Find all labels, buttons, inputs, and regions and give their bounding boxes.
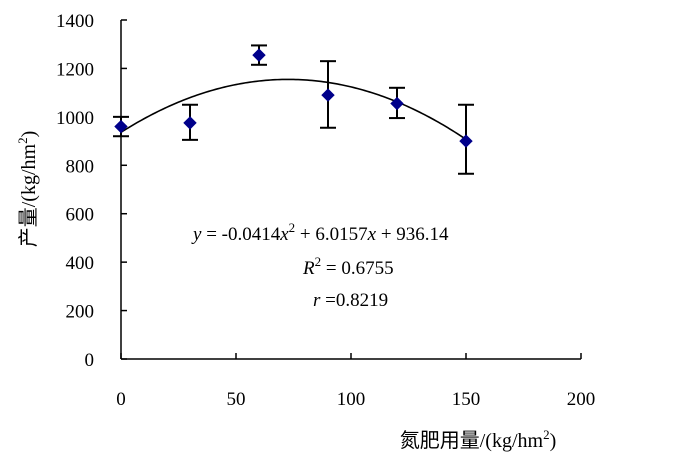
data-points <box>114 48 473 148</box>
trendline-group <box>120 78 467 141</box>
y-tick-label: 1000 <box>56 108 94 129</box>
correlation-label: r =0.8219 <box>313 290 388 311</box>
error-bars <box>113 44 474 175</box>
x-tick-label: 0 <box>116 389 126 410</box>
x-axis-title: 氮肥用量/(kg/hm2) <box>400 427 557 452</box>
data-point-diamond <box>114 119 128 134</box>
x-tick-label: 200 <box>567 389 596 410</box>
data-point-diamond <box>459 134 473 148</box>
x-tick-label: 100 <box>337 389 366 410</box>
r-squared-label: R2 = 0.6755 <box>302 254 394 279</box>
y-tick-label: 0 <box>85 350 95 371</box>
y-tick-label: 600 <box>66 205 95 226</box>
y-tick-label: 200 <box>66 302 95 323</box>
x-tick-label: 50 <box>227 389 246 410</box>
x-tick-label: 150 <box>452 389 481 410</box>
data-point-diamond <box>390 96 404 111</box>
trendline <box>120 78 467 141</box>
y-axis-title: 产量/(kg/hm2) <box>15 131 40 248</box>
y-tick-label: 1400 <box>56 11 94 32</box>
y-tick-label: 400 <box>66 253 95 274</box>
data-point-diamond <box>183 116 197 130</box>
y-tick-label: 800 <box>66 156 95 177</box>
data-point-diamond <box>252 48 266 62</box>
data-point-diamond <box>321 88 335 102</box>
y-tick-label: 1200 <box>56 59 94 80</box>
regression-equation: y = -0.0414x2 + 6.0157x + 936.14 <box>191 220 449 245</box>
chart-ticks: 0 200 400 600 800 1000 1200 1400 0 50 100 150 200 <box>56 11 595 410</box>
